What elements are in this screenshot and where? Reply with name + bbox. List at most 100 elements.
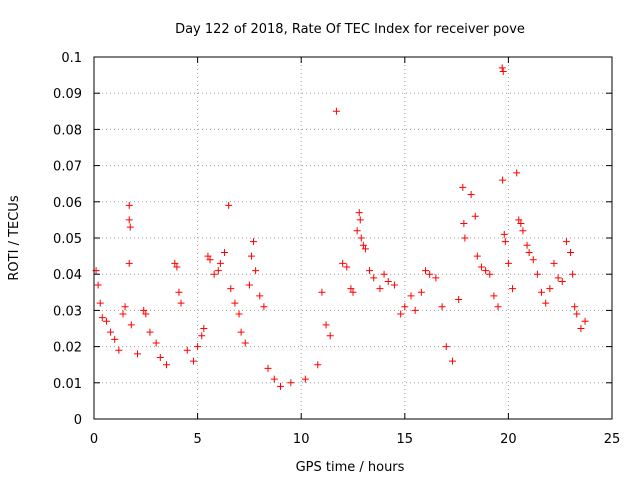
data-point xyxy=(519,227,527,235)
data-point xyxy=(245,281,253,289)
data-point xyxy=(562,238,570,246)
data-point xyxy=(214,267,222,275)
data-point xyxy=(370,274,378,282)
data-point xyxy=(339,259,347,267)
data-point xyxy=(198,332,206,340)
y-tick-label: 0.03 xyxy=(53,304,82,319)
x-tick-label: 5 xyxy=(193,432,201,447)
data-point xyxy=(461,234,469,242)
data-point xyxy=(227,285,235,293)
data-point xyxy=(384,277,392,285)
data-point xyxy=(361,245,369,253)
data-point xyxy=(250,238,258,246)
data-point xyxy=(173,263,181,271)
data-point xyxy=(494,303,502,311)
data-point xyxy=(525,248,533,256)
data-point xyxy=(523,241,531,249)
x-tick-label: 0 xyxy=(90,432,98,447)
data-point xyxy=(569,270,577,278)
y-tick-label: 0.02 xyxy=(53,341,82,356)
data-point xyxy=(490,292,498,300)
data-point xyxy=(347,285,355,293)
plot-frame xyxy=(93,56,613,420)
data-point xyxy=(438,303,446,311)
data-point xyxy=(343,263,351,271)
data-point xyxy=(426,270,434,278)
data-point xyxy=(270,375,278,383)
data-point xyxy=(260,303,268,311)
data-point xyxy=(322,321,330,329)
data-point xyxy=(237,328,245,336)
data-point xyxy=(442,343,450,351)
data-point xyxy=(422,267,430,275)
data-point xyxy=(417,288,425,296)
data-point xyxy=(318,288,326,296)
data-point xyxy=(448,357,456,365)
data-point xyxy=(460,220,468,228)
data-point xyxy=(156,353,164,361)
data-point xyxy=(376,285,384,293)
data-point xyxy=(241,339,249,347)
data-point xyxy=(571,303,579,311)
x-tick-label: 10 xyxy=(293,432,310,447)
data-point xyxy=(401,303,409,311)
data-point xyxy=(210,270,218,278)
data-point xyxy=(467,191,475,199)
data-point xyxy=(499,176,507,184)
data-point xyxy=(473,252,481,260)
data-point xyxy=(542,299,550,307)
data-point xyxy=(98,314,106,322)
data-point xyxy=(471,212,479,220)
data-point xyxy=(125,259,133,267)
data-point xyxy=(380,270,388,278)
data-point xyxy=(206,256,214,264)
data-point xyxy=(477,263,485,271)
data-point xyxy=(204,252,212,260)
data-point xyxy=(397,310,405,318)
data-point xyxy=(121,303,129,311)
data-point xyxy=(482,267,490,275)
data-point xyxy=(276,382,284,390)
data-point xyxy=(554,274,562,282)
data-point xyxy=(256,292,264,300)
data-point xyxy=(498,64,506,72)
data-point xyxy=(356,216,364,224)
y-tick-label: 0.1 xyxy=(61,51,82,66)
data-point xyxy=(115,346,123,354)
data-point xyxy=(216,259,224,267)
x-tick-label: 20 xyxy=(500,432,517,447)
data-point xyxy=(366,267,374,275)
data-point xyxy=(194,343,202,351)
data-point xyxy=(546,285,554,293)
y-tick-label: 0.05 xyxy=(53,232,82,247)
y-tick-label: 0.07 xyxy=(53,160,82,175)
data-point xyxy=(314,361,322,369)
data-point xyxy=(140,306,148,314)
data-point xyxy=(326,332,334,340)
data-point xyxy=(459,183,467,191)
y-tick-label: 0.09 xyxy=(53,87,82,102)
data-point xyxy=(332,107,340,115)
data-point xyxy=(432,274,440,282)
chart-title: Day 122 of 2018, Rate Of TEC Index for r… xyxy=(175,22,525,37)
data-point xyxy=(357,234,365,242)
data-point xyxy=(183,346,191,354)
data-point xyxy=(171,259,179,267)
data-point xyxy=(126,223,134,231)
data-point xyxy=(107,328,115,336)
data-point xyxy=(390,281,398,289)
y-tick-label: 0.04 xyxy=(53,268,82,283)
data-point xyxy=(504,259,512,267)
data-point xyxy=(359,241,367,249)
grid xyxy=(94,57,612,419)
x-axis-label: GPS time / hours xyxy=(296,460,405,475)
data-point xyxy=(146,328,154,336)
data-point xyxy=(499,67,507,75)
data-point xyxy=(581,317,589,325)
data-point xyxy=(264,364,272,372)
data-point xyxy=(577,325,585,332)
data-point xyxy=(102,317,110,325)
data-point xyxy=(455,296,463,304)
data-point xyxy=(247,252,255,260)
